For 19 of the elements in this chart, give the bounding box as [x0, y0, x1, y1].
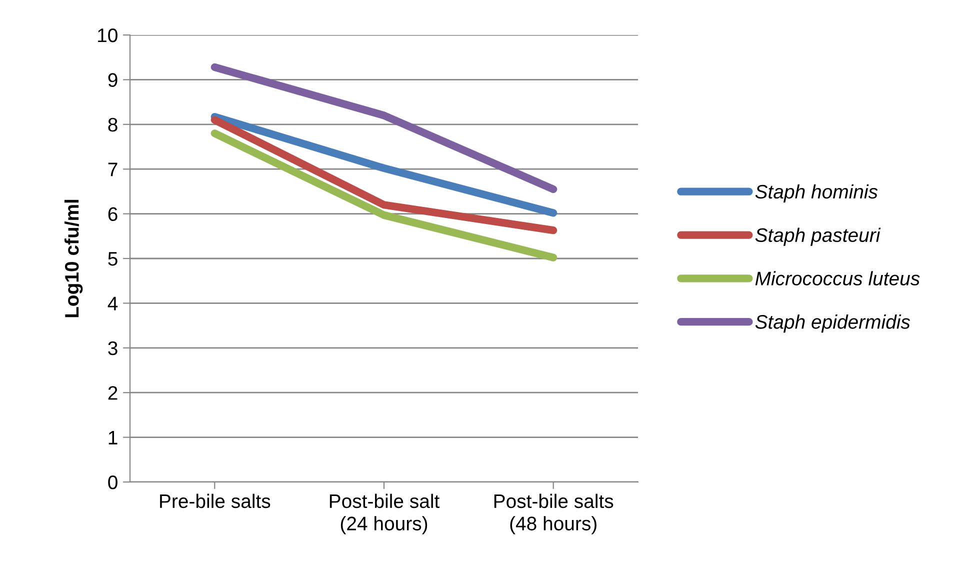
y-tick-label: 6	[108, 207, 118, 222]
y-tick-label: 7	[108, 162, 118, 176]
x-tick-label: Post-bile salt (24 hours)	[330, 494, 440, 534]
y-axis-title: Log10 cfu/ml	[64, 200, 83, 318]
y-tick-label: 10	[98, 28, 118, 42]
y-tick-label: 2	[108, 386, 118, 400]
y-tick-label: 8	[108, 118, 118, 132]
x-tick-label: Pre-bile salts	[160, 494, 270, 508]
x-tick-label: Post-bile salts (48 hours)	[494, 494, 614, 534]
y-tick-label: 1	[108, 430, 118, 444]
y-tick-label: 9	[108, 73, 118, 87]
y-tick-label: 5	[108, 252, 118, 266]
y-tick-label: 0	[108, 475, 118, 490]
y-tick-label: 4	[108, 296, 118, 310]
legend-label: Staph epidermidis	[755, 314, 910, 333]
legend-label: Staph hominis	[755, 184, 878, 202]
legend-label: Micrococcus luteus	[755, 271, 920, 286]
legend-label: Staph pasteuri	[755, 228, 881, 246]
y-tick-label: 3	[108, 341, 118, 356]
